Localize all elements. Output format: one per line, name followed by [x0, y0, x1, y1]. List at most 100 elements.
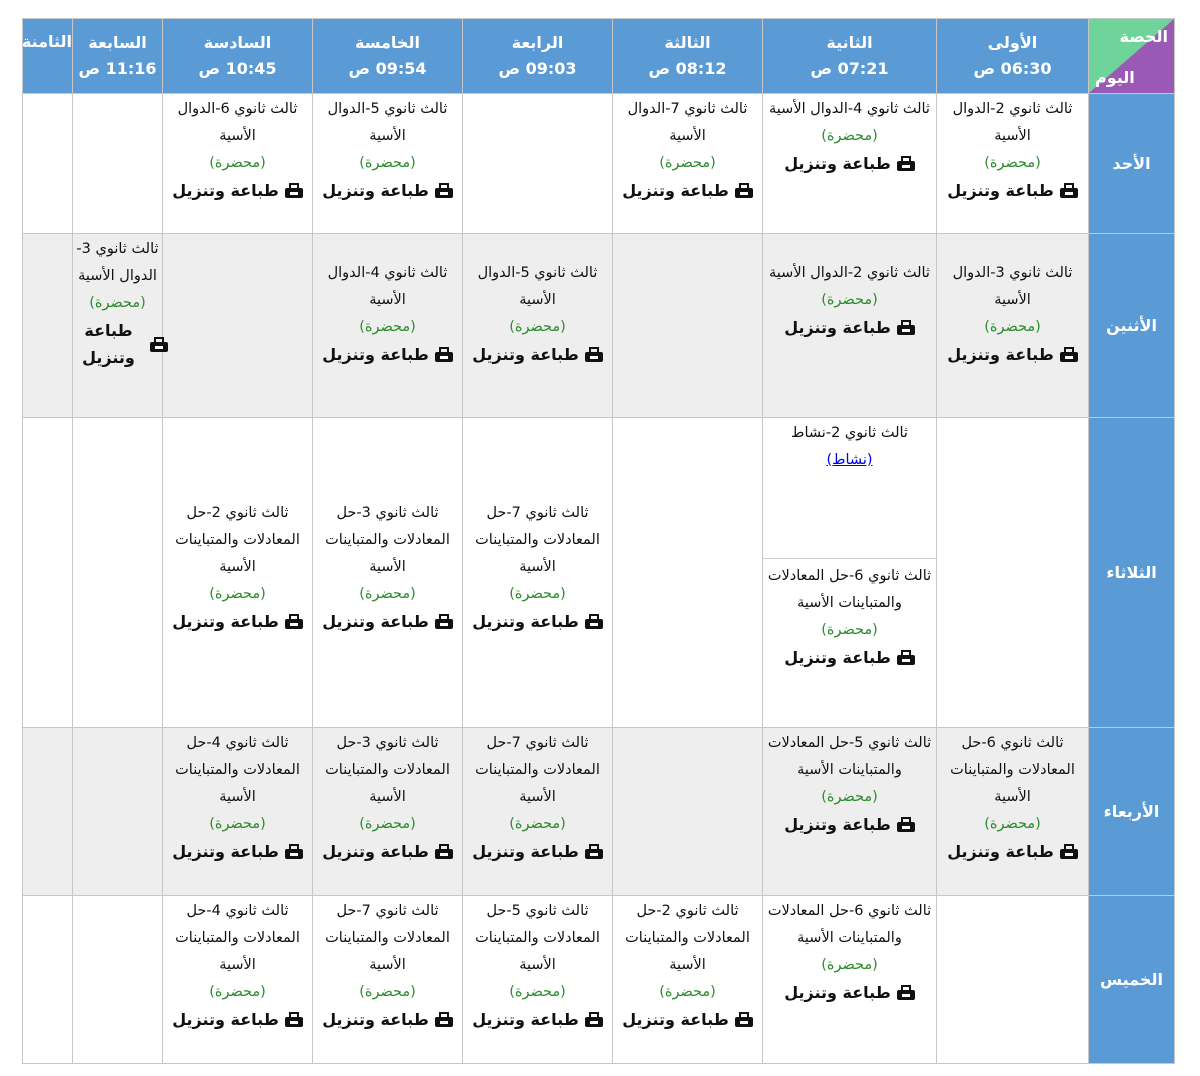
activity-link[interactable]: (نشاط) — [826, 452, 873, 468]
period-name: الخامسة — [355, 33, 420, 52]
lesson-status: (محضرة) — [209, 816, 266, 832]
print-download-label: طباعة وتنزيل — [784, 318, 891, 337]
day-label: الخميس — [1088, 895, 1175, 1064]
print-download-button[interactable]: طباعة وتنزيل — [784, 314, 915, 341]
lesson-entry: ثالث ثانوي 5-حل المعادلات والمتباينات ال… — [463, 896, 612, 1045]
corner-header: الحصة اليوم — [1088, 18, 1175, 94]
period-time: 07:21 ص — [810, 59, 889, 78]
print-download-button[interactable]: طباعة وتنزيل — [784, 150, 915, 177]
period-header-1: الأولى 06:30 ص — [936, 18, 1089, 94]
schedule-cell — [22, 727, 73, 896]
print-download-label: طباعة وتنزيل — [322, 345, 429, 364]
lesson-entry: ثالث ثانوي 3-الدوال الأسية (محضرة) طباعة و… — [73, 234, 168, 379]
schedule-cell — [162, 233, 313, 418]
lesson-title: ثالث ثانوي 2-حل المعادلات والمتباينات ال… — [175, 505, 300, 575]
schedule-cell — [22, 233, 73, 418]
lesson-title: ثالث ثانوي 6-الدوال الأسية — [177, 101, 298, 144]
day-label: الأحد — [1088, 93, 1175, 234]
print-download-button[interactable]: طباعة وتنزيل — [472, 608, 603, 635]
print-download-button[interactable]: طباعة وتنزيل — [472, 1006, 603, 1033]
printer-icon — [284, 614, 303, 629]
print-download-button[interactable]: طباعة وتنزيل — [172, 608, 303, 635]
print-download-button[interactable]: طباعة وتنزيل — [172, 177, 303, 204]
print-download-button[interactable]: طباعة وتنزيل — [322, 177, 453, 204]
lesson-status: (محضرة) — [509, 586, 566, 602]
lesson-entry: ثالث ثانوي 7-الدوال الأسية (محضرة) طباعة و… — [613, 94, 762, 216]
print-download-button[interactable]: طباعة وتنزيل — [622, 1006, 753, 1033]
corner-day-label: اليوم — [1095, 68, 1135, 87]
lesson-entry: ثالث ثانوي 6-حل المعادلات والمتباينات ال… — [763, 558, 936, 683]
period-name: السابعة — [88, 33, 147, 52]
printer-icon — [284, 844, 303, 859]
day-label: الثلاثاء — [1088, 417, 1175, 728]
print-download-label: طباعة وتنزيل — [784, 648, 891, 667]
day-row: الخميس ثالث ثانوي 6-حل المعادلات والمتباي… — [22, 895, 1175, 1064]
lesson-title: ثالث ثانوي 6-حل المعادلات والمتباينات ال… — [950, 735, 1075, 805]
lesson-title: ثالث ثانوي 4-الدوال الأسية — [327, 265, 448, 308]
print-download-button[interactable]: طباعة وتنزيل — [622, 177, 753, 204]
print-download-label: طباعة وتنزيل — [622, 1010, 729, 1029]
lesson-status: (محضرة) — [209, 155, 266, 171]
print-download-label: طباعة وتنزيل — [172, 842, 279, 861]
print-download-label: طباعة وتنزيل — [322, 181, 429, 200]
period-name: الأولى — [987, 33, 1038, 52]
print-download-label: طباعة وتنزيل — [82, 321, 135, 367]
lesson-status: (محضرة) — [984, 816, 1041, 832]
print-download-label: طباعة وتنزيل — [784, 815, 891, 834]
schedule-cell — [22, 417, 73, 728]
printer-icon — [284, 183, 303, 198]
period-name: الرابعة — [511, 33, 564, 52]
print-download-button[interactable]: طباعة وتنزيل — [322, 341, 453, 368]
print-download-button[interactable]: طباعة وتنزيل — [172, 838, 303, 865]
period-header-6: السادسة 10:45 ص — [162, 18, 313, 94]
lesson-status: (محضرة) — [509, 319, 566, 335]
print-download-button[interactable]: طباعة وتنزيل — [947, 177, 1078, 204]
print-download-label: طباعة وتنزيل — [322, 1010, 429, 1029]
period-time: 08:12 ص — [648, 59, 727, 78]
print-download-button[interactable]: طباعة وتنزيل — [784, 644, 915, 671]
schedule-cell: ثالث ثانوي 2-الدوال الأسية (محضرة) طباعة و… — [762, 233, 937, 418]
period-name: الثامنة — [21, 32, 72, 51]
period-name: الثانية — [826, 33, 873, 52]
schedule-cell — [612, 727, 763, 896]
lesson-title: ثالث ثانوي 7-حل المعادلات والمتباينات ال… — [475, 505, 600, 575]
print-download-button[interactable]: طباعة وتنزيل — [322, 838, 453, 865]
corner-period-label: الحصة — [1119, 27, 1169, 46]
schedule-cell: ثالث ثانوي 5-حل المعادلات والمتباينات ال… — [462, 895, 613, 1064]
day-row: الثلاثاء ثالث ثانوي 2-نشاط (نشاط) ثالث ثانو… — [22, 417, 1175, 728]
lesson-status: (محضرة) — [659, 984, 716, 1000]
schedule-cell: ثالث ثانوي 6-حل المعادلات والمتباينات ال… — [762, 895, 937, 1064]
print-download-button[interactable]: طباعة وتنزيل — [73, 317, 168, 371]
printer-icon — [434, 614, 453, 629]
print-download-button[interactable]: طباعة وتنزيل — [472, 838, 603, 865]
print-download-button[interactable]: طباعة وتنزيل — [472, 341, 603, 368]
printer-icon — [584, 347, 603, 362]
schedule-cell — [72, 93, 163, 234]
print-download-label: طباعة وتنزيل — [784, 154, 891, 173]
print-download-label: طباعة وتنزيل — [472, 1010, 579, 1029]
schedule-cell: ثالث ثانوي 7-حل المعادلات والمتباينات ال… — [462, 727, 613, 896]
print-download-label: طباعة وتنزيل — [172, 181, 279, 200]
print-download-label: طباعة وتنزيل — [947, 345, 1054, 364]
print-download-button[interactable]: طباعة وتنزيل — [172, 1006, 303, 1033]
lesson-title: ثالث ثانوي 5-حل المعادلات والمتباينات ال… — [475, 903, 600, 973]
day-label: الأثنين — [1088, 233, 1175, 418]
print-download-label: طباعة وتنزيل — [322, 842, 429, 861]
printer-icon — [284, 1012, 303, 1027]
printer-icon — [150, 336, 168, 352]
schedule-cell — [936, 895, 1089, 1064]
print-download-button[interactable]: طباعة وتنزيل — [322, 1006, 453, 1033]
print-download-button[interactable]: طباعة وتنزيل — [947, 341, 1078, 368]
print-download-button[interactable]: طباعة وتنزيل — [784, 979, 915, 1006]
schedule-cell: ثالث ثانوي 3-حل المعادلات والمتباينات ال… — [312, 417, 463, 728]
print-download-label: طباعة وتنزيل — [472, 612, 579, 631]
print-download-button[interactable]: طباعة وتنزيل — [322, 608, 453, 635]
period-header-8: الثامنة — [21, 18, 73, 94]
print-download-button[interactable]: طباعة وتنزيل — [784, 811, 915, 838]
day-label: الأربعاء — [1088, 727, 1175, 896]
schedule-cell: ثالث ثانوي 3-الدوال الأسية (محضرة) طباعة و… — [936, 233, 1089, 418]
lesson-entry: ثالث ثانوي 6-الدوال الأسية (محضرة) طباعة و… — [163, 94, 312, 216]
schedule-body: الأحد ثالث ثانوي 2-الدوال الأسية (محضرة) طب… — [22, 93, 1175, 1064]
print-download-button[interactable]: طباعة وتنزيل — [947, 838, 1078, 865]
period-name: السادسة — [203, 33, 272, 52]
